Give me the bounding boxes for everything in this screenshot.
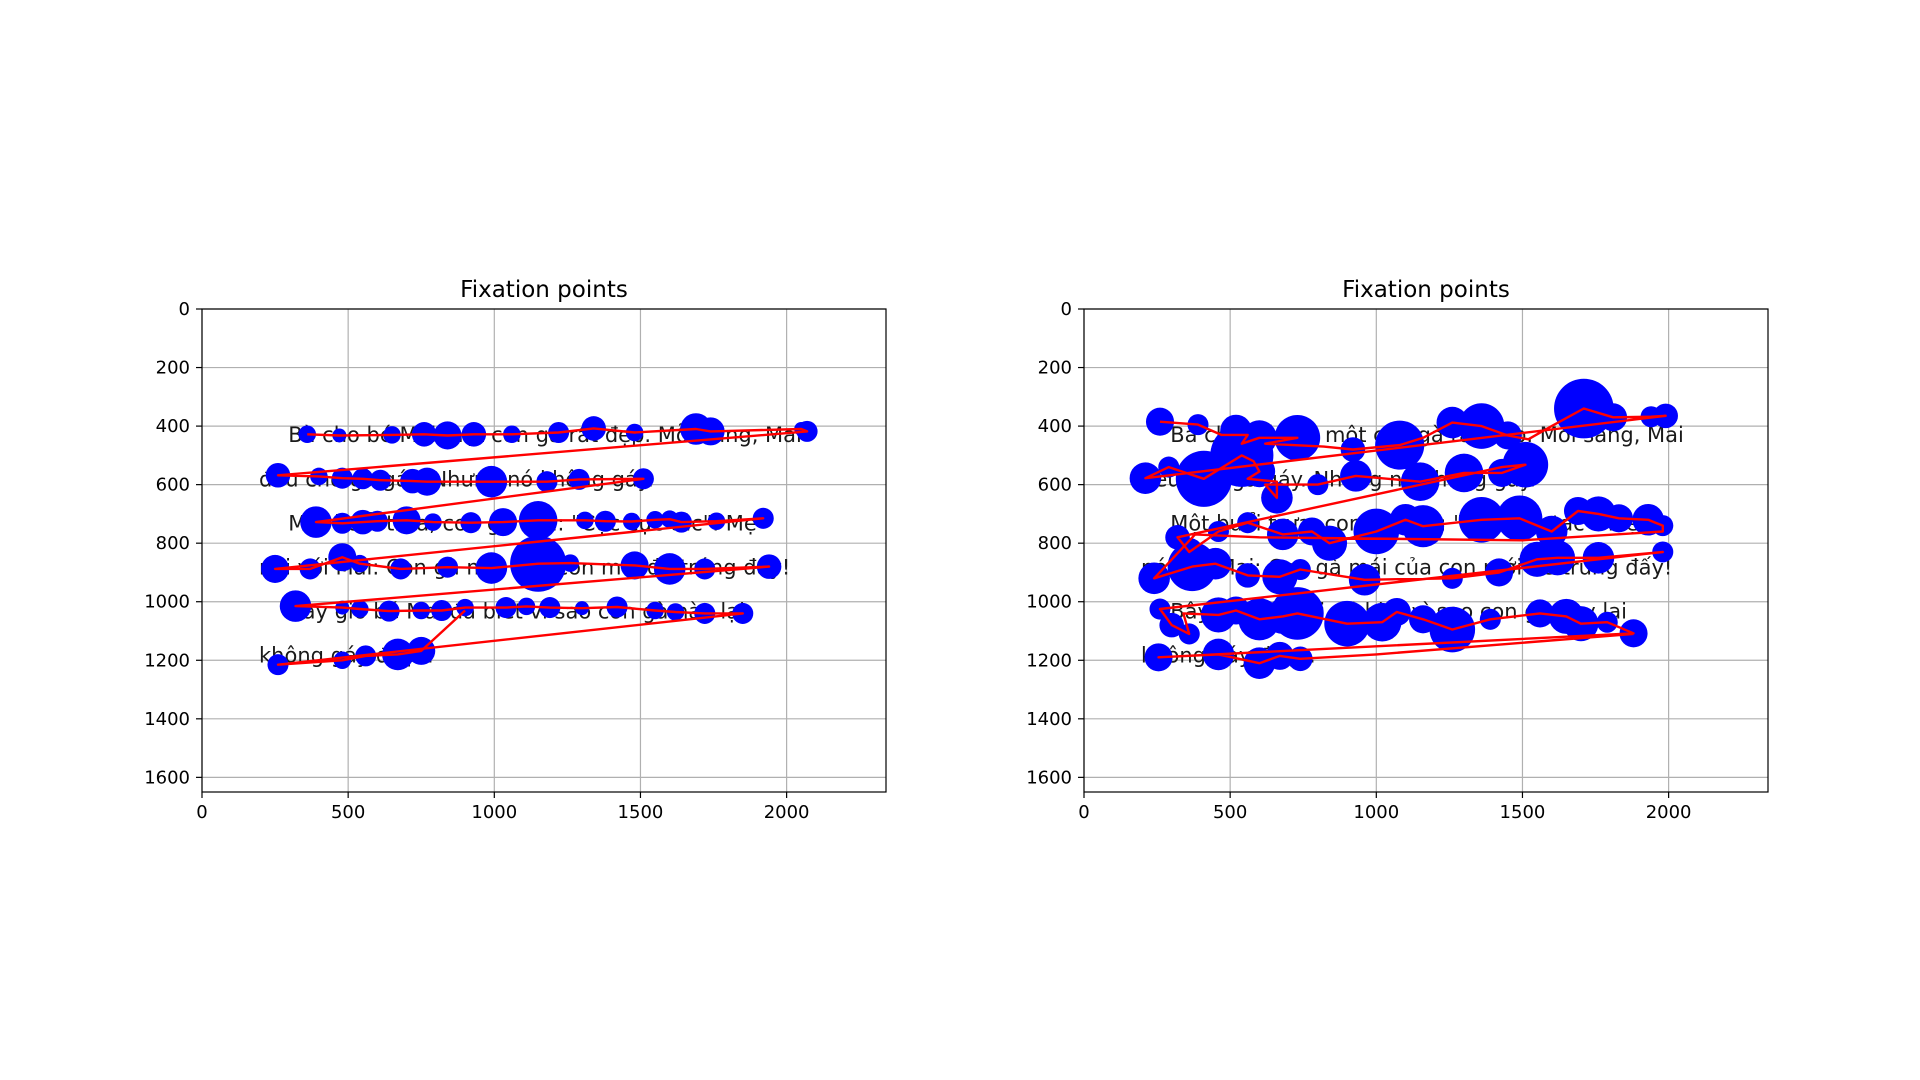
- x-tick-label: 0: [196, 802, 207, 823]
- x-tick-label: 2000: [764, 802, 810, 823]
- y-tick-label: 200: [1038, 358, 1072, 379]
- x-tick-label: 1000: [1353, 802, 1399, 823]
- y-tick-label: 1600: [144, 767, 190, 788]
- x-tick-label: 0: [1078, 802, 1089, 823]
- scanpath-line: [273, 427, 809, 666]
- chart-title: Fixation points: [460, 277, 628, 303]
- y-tick-label: 1600: [1026, 767, 1072, 788]
- y-tick-label: 1400: [1026, 709, 1072, 730]
- x-tick-label: 500: [331, 802, 365, 823]
- y-tick-label: 1000: [1026, 592, 1072, 613]
- y-tick-label: 200: [156, 358, 190, 379]
- y-tick-label: 0: [179, 299, 190, 320]
- plot-area: Bà cho bé Mai một con gà rất đẹp. Mỗi sá…: [1129, 378, 1684, 679]
- x-tick-label: 500: [1213, 802, 1247, 823]
- y-tick-label: 600: [1038, 475, 1072, 496]
- y-tick-label: 600: [156, 475, 190, 496]
- y-tick-label: 800: [156, 533, 190, 554]
- x-tick-label: 2000: [1646, 802, 1692, 823]
- y-tick-label: 800: [1038, 533, 1072, 554]
- right-fixation-panel: Bà cho bé Mai một con gà rất đẹp. Mỗi sá…: [1026, 277, 1769, 823]
- y-tick-label: 1200: [1026, 650, 1072, 671]
- y-tick-label: 400: [1038, 416, 1072, 437]
- y-tick-label: 400: [156, 416, 190, 437]
- axes-frame: [1083, 308, 1769, 793]
- y-tick-label: 1000: [144, 592, 190, 613]
- chart-title: Fixation points: [1342, 277, 1510, 303]
- axes-frame: [201, 308, 887, 793]
- left-fixation-panel: Bà cho bé Mai một con gà rất đẹp. Mỗi sá…: [144, 277, 887, 823]
- y-tick-label: 0: [1061, 299, 1072, 320]
- plot-area: Bà cho bé Mai một con gà rất đẹp. Mỗi sá…: [259, 413, 818, 676]
- x-tick-label: 1000: [471, 802, 517, 823]
- x-tick-label: 1500: [1500, 802, 1546, 823]
- scanpath-line: [1144, 407, 1667, 665]
- y-tick-label: 1200: [144, 650, 190, 671]
- y-tick-label: 1400: [144, 709, 190, 730]
- x-tick-label: 1500: [618, 802, 664, 823]
